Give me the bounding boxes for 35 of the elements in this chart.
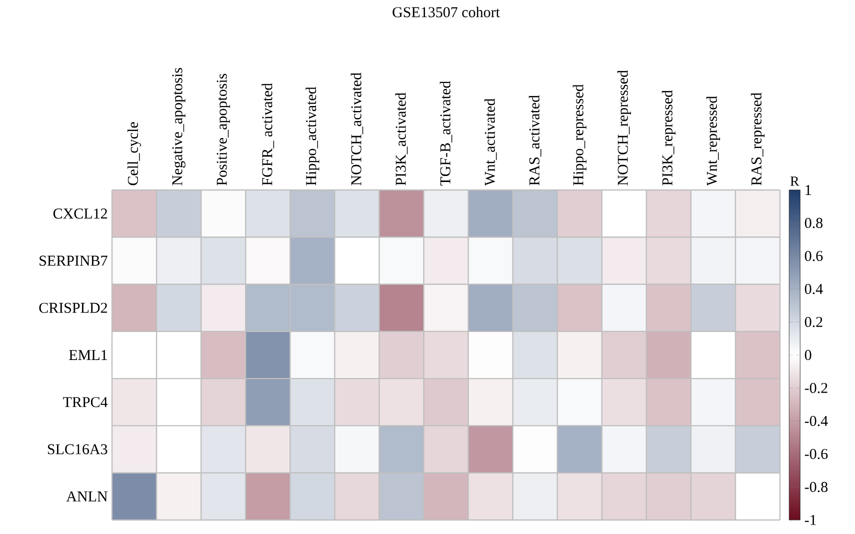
x-tick-label: PI3K_repressed: [662, 90, 676, 186]
x-tick-label: RAS_activated: [528, 95, 542, 186]
color-bar-label: 0.2: [804, 316, 822, 328]
x-tick-label: NOTCH_activated: [350, 72, 364, 186]
chart-title: GSE13507 cohort: [392, 6, 500, 18]
y-tick-label: ANLN: [66, 491, 108, 502]
x-tick-label: PI3K_activated: [395, 92, 408, 186]
y-tick-label: TRPC4: [63, 397, 108, 408]
color-bar-title: R: [790, 176, 800, 186]
y-tick-label: CXCL12: [53, 208, 107, 219]
x-tick-label: Wnt_repressed: [706, 96, 720, 186]
x-tick-label: Positive_apoptosis: [216, 74, 230, 186]
color-bar-label: 0.6: [804, 250, 823, 262]
color-bar-label: 0: [804, 350, 812, 360]
x-tick-label: Wnt_activated: [484, 98, 497, 186]
y-tick-label: SERPINB7: [40, 256, 108, 266]
x-tick-label: Hippo_activated: [306, 86, 320, 186]
color-bar-label: 0.4: [804, 284, 823, 294]
color-bar-label: -0.2: [804, 382, 828, 394]
color-bar-label: -1: [804, 515, 816, 525]
x-tick-label: NOTCH_repressed: [617, 70, 631, 186]
x-tick-label: Hippo_repressed: [572, 84, 586, 186]
x-tick-label: TGF-B_activated: [440, 81, 452, 186]
color-bar-label: 1: [806, 185, 811, 195]
y-tick-label: SLC16A3: [48, 444, 108, 454]
x-tick-label: RAS_repressed: [750, 92, 765, 186]
y-tick-label: EML1: [69, 350, 107, 360]
color-bar-label: -0.4: [804, 416, 828, 426]
color-bar-label: 0.8: [804, 218, 823, 228]
color-bar-label: -0.6: [804, 448, 828, 460]
x-tick-label: Cell_cycle: [127, 122, 142, 186]
color-bar-label: -0.8: [804, 482, 828, 492]
y-tick-label: CRISPLD2: [39, 302, 107, 313]
x-tick-label: FGFR_ activated: [262, 83, 274, 186]
x-tick-label: Negative_apoptosis: [172, 68, 186, 186]
